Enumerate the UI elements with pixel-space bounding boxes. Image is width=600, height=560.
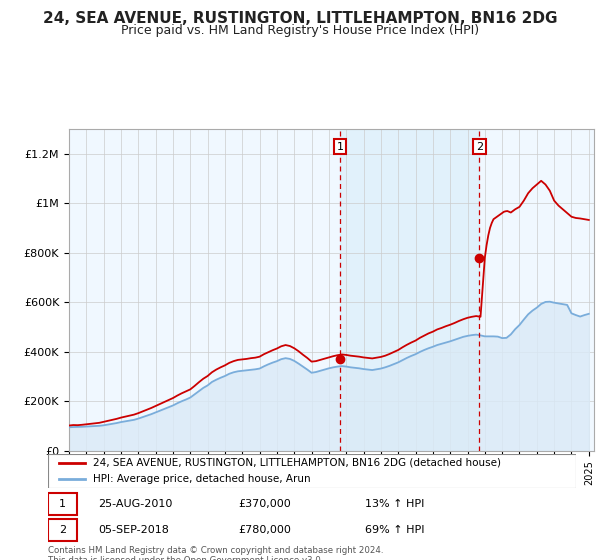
Text: Price paid vs. HM Land Registry's House Price Index (HPI): Price paid vs. HM Land Registry's House … [121, 24, 479, 36]
Text: 24, SEA AVENUE, RUSTINGTON, LITTLEHAMPTON, BN16 2DG: 24, SEA AVENUE, RUSTINGTON, LITTLEHAMPTO… [43, 11, 557, 26]
Text: 25-AUG-2010: 25-AUG-2010 [98, 499, 173, 508]
Text: 2: 2 [476, 142, 483, 152]
Text: £780,000: £780,000 [238, 525, 291, 535]
Text: £370,000: £370,000 [238, 499, 291, 508]
Text: 2: 2 [59, 525, 67, 535]
Text: 69% ↑ HPI: 69% ↑ HPI [365, 525, 424, 535]
Text: 1: 1 [59, 499, 66, 508]
Text: 1: 1 [337, 142, 344, 152]
Text: 13% ↑ HPI: 13% ↑ HPI [365, 499, 424, 508]
Bar [48, 519, 77, 541]
Bar [48, 493, 77, 515]
Text: 05-SEP-2018: 05-SEP-2018 [98, 525, 169, 535]
Text: 24, SEA AVENUE, RUSTINGTON, LITTLEHAMPTON, BN16 2DG (detached house): 24, SEA AVENUE, RUSTINGTON, LITTLEHAMPTO… [93, 458, 501, 468]
Text: Contains HM Land Registry data © Crown copyright and database right 2024.
This d: Contains HM Land Registry data © Crown c… [48, 546, 383, 560]
Text: HPI: Average price, detached house, Arun: HPI: Average price, detached house, Arun [93, 474, 311, 484]
Bar [340, 129, 479, 451]
